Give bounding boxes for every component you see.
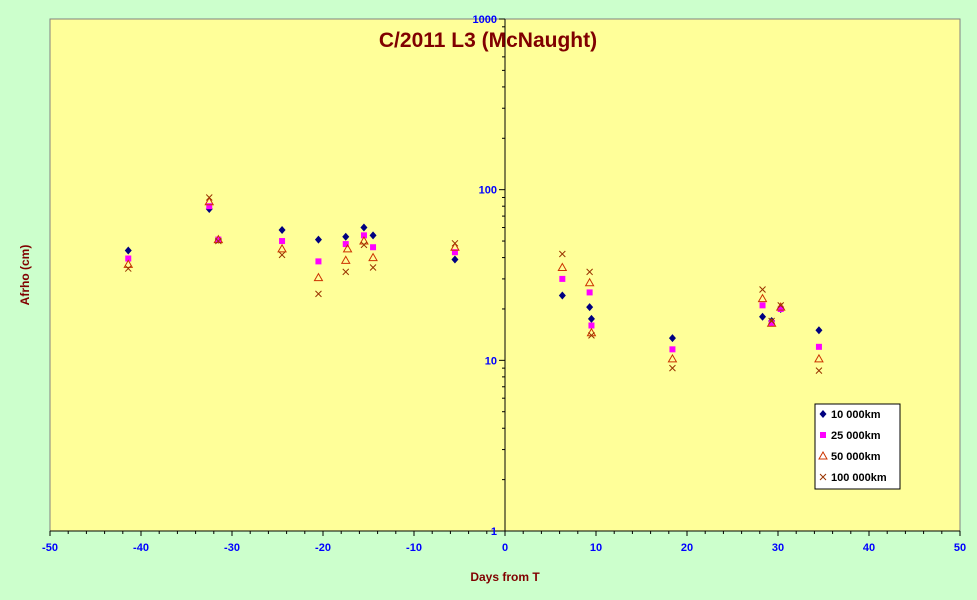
- data-point: [586, 268, 593, 276]
- data-point: [206, 203, 213, 210]
- x-tick-label: -40: [133, 542, 149, 554]
- data-point: [342, 243, 353, 253]
- data-point: [370, 244, 377, 251]
- data-point: [768, 317, 775, 325]
- data-point: [759, 302, 766, 309]
- legend-label: 50 000km: [831, 451, 881, 463]
- legend-marker: [819, 473, 827, 481]
- data-point: [814, 353, 824, 363]
- data-point: [368, 252, 378, 262]
- data-point: [369, 264, 377, 271]
- data-point: [278, 226, 286, 235]
- data-point: [359, 236, 369, 245]
- data-point: [777, 301, 785, 309]
- data-point: [667, 353, 678, 363]
- data-point: [342, 232, 350, 241]
- data-point: [777, 305, 784, 312]
- y-tick-label: 1: [491, 526, 497, 538]
- data-point: [768, 320, 775, 327]
- series-50-000km: [123, 196, 824, 363]
- data-point: [314, 235, 322, 244]
- y-tick-label: 10: [485, 355, 497, 367]
- x-tick-label: -20: [315, 542, 331, 554]
- data-point: [815, 343, 822, 350]
- data-point: [559, 275, 566, 282]
- x-tick-label: -50: [42, 542, 58, 554]
- data-point: [815, 326, 823, 335]
- legend-marker: [818, 450, 828, 460]
- x-tick-label: 0: [502, 542, 508, 554]
- data-point: [586, 303, 594, 312]
- data-point: [204, 196, 215, 206]
- data-point: [215, 236, 222, 243]
- series-100-000km: [124, 194, 823, 375]
- y-axis-title: Afrho (cm): [18, 245, 32, 306]
- data-point: [451, 249, 458, 256]
- data-point: [279, 238, 286, 245]
- data-points: [123, 194, 824, 375]
- data-point: [557, 262, 568, 271]
- data-point: [558, 291, 566, 300]
- x-axis-title: Days from T: [470, 570, 540, 584]
- data-point: [125, 255, 132, 262]
- x-tick-label: 30: [772, 542, 784, 554]
- axes: -50 -40 -30 -20 -10 0 10 20 30 40 50 1 10 100 1000: [42, 14, 966, 554]
- x-tick-label: 50: [954, 542, 966, 554]
- data-point: [669, 364, 676, 372]
- legend-label: 10 000km: [831, 409, 881, 421]
- data-point: [278, 251, 286, 259]
- data-point: [340, 255, 351, 264]
- data-point: [669, 346, 676, 353]
- x-tick-label: -10: [406, 542, 422, 554]
- data-point: [315, 258, 322, 265]
- data-point: [558, 250, 566, 258]
- legend: 10 000km 25 000km 50 000km 100 000km: [814, 403, 901, 490]
- data-point: [360, 241, 368, 249]
- data-point: [360, 223, 368, 232]
- data-point: [342, 268, 350, 276]
- x-tick-label: 10: [590, 542, 602, 554]
- x-tick-label: 20: [681, 542, 693, 554]
- data-point: [759, 312, 767, 321]
- data-point: [586, 289, 593, 296]
- data-point: [214, 237, 222, 245]
- data-point: [124, 246, 132, 255]
- data-point: [369, 231, 377, 240]
- data-point: [315, 290, 322, 298]
- data-point: [775, 302, 786, 311]
- data-point: [313, 272, 324, 282]
- data-point: [588, 332, 595, 339]
- data-point: [759, 286, 766, 293]
- data-point: [815, 367, 823, 375]
- y-tick-label: 100: [479, 185, 497, 197]
- data-point: [124, 265, 132, 272]
- legend-marker: [819, 410, 827, 418]
- data-point: [123, 259, 134, 268]
- data-point: [360, 232, 367, 239]
- y-tick-label: 1000: [473, 14, 497, 26]
- data-point: [451, 255, 459, 264]
- legend-box: [814, 403, 901, 490]
- data-point: [277, 243, 287, 253]
- chart-title: C/2011 L3 (McNaught): [379, 29, 597, 52]
- data-point: [757, 293, 768, 303]
- data-point: [451, 239, 459, 247]
- data-point: [588, 322, 595, 329]
- data-point: [205, 194, 213, 201]
- data-point: [342, 241, 349, 248]
- data-point: [450, 242, 460, 251]
- data-point: [587, 314, 595, 323]
- data-point: [668, 334, 676, 343]
- data-point: [584, 277, 595, 287]
- legend-label: 25 000km: [831, 430, 881, 442]
- x-tick-label: -30: [224, 542, 240, 554]
- x-tick-label: 40: [863, 542, 875, 554]
- legend-label: 100 000km: [831, 472, 887, 484]
- legend-marker: [820, 432, 826, 438]
- series-25-000km: [125, 203, 822, 353]
